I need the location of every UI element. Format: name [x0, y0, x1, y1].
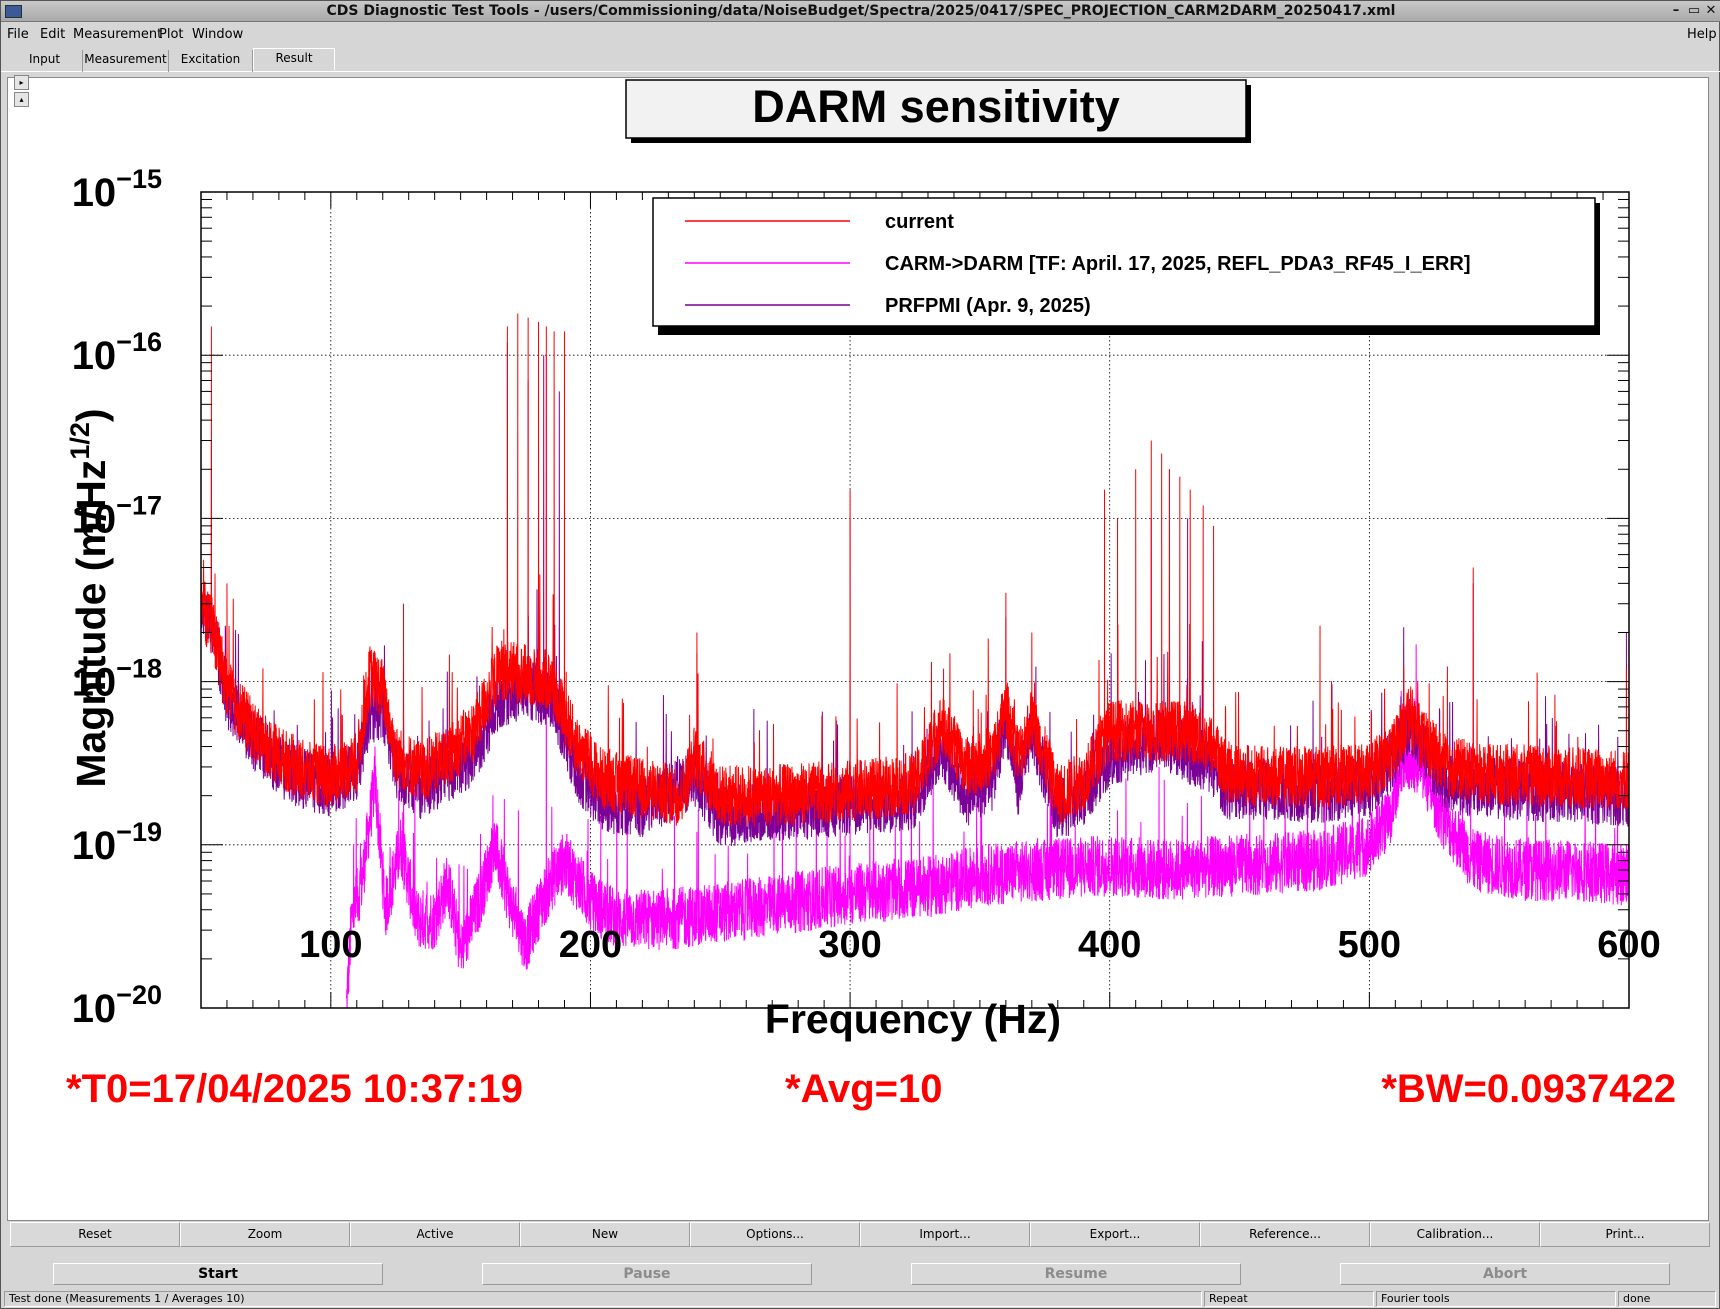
tab-result[interactable]: Result	[253, 48, 335, 70]
x-tick-label: 600	[1597, 924, 1660, 966]
legend-label-prfpmi: PRFPMI (Apr. 9, 2025)	[885, 295, 1091, 317]
status-tool: Fourier tools	[1376, 1291, 1616, 1307]
tab-measurement[interactable]: Measurement	[83, 50, 169, 72]
start-button[interactable]: Start	[53, 1263, 383, 1285]
y-axis-label: Magnitude (m/Hz1/2)	[65, 408, 114, 787]
x-tick-label: 100	[299, 924, 362, 966]
resume-button[interactable]: Resume	[911, 1263, 1241, 1285]
expand-up-button[interactable]: ▴	[14, 92, 29, 107]
abort-button[interactable]: Abort	[1340, 1263, 1670, 1285]
menu-help[interactable]: Help	[1687, 27, 1717, 42]
series-layer	[201, 313, 1629, 1008]
tab-excitation[interactable]: Excitation	[169, 50, 253, 72]
y-tick-label: 10−18	[72, 654, 162, 705]
minimize-button[interactable]: –	[1672, 3, 1680, 18]
status-bar: Test done (Measurements 1 / Averages 10)…	[1, 1290, 1720, 1309]
tab-bar: Input Measurement Excitation Result	[1, 48, 1720, 72]
y-tick-label: 10−17	[72, 490, 162, 541]
options-button[interactable]: Options...	[690, 1222, 860, 1247]
title-box	[625, 79, 1247, 139]
tab-input[interactable]: Input	[7, 50, 83, 72]
y-tick-label: 10−15	[72, 164, 162, 215]
legend-label-carm-darm: CARM->DARM [TF: April. 17, 2025, REFL_PD…	[885, 253, 1471, 275]
x-tick-label: 400	[1078, 924, 1141, 966]
new-button[interactable]: New	[520, 1222, 690, 1247]
y-axis-label-superscript: 1/2	[65, 422, 95, 460]
plot-button-row: Reset Zoom Active New Options... Import.…	[10, 1222, 1712, 1248]
plot-frame	[200, 191, 1630, 1009]
menu-plot[interactable]: Plot	[159, 27, 184, 42]
axis-ticks	[201, 192, 1629, 1009]
close-button[interactable]: ✕	[1705, 3, 1717, 18]
y-tick-label: 10−19	[72, 817, 162, 868]
y-tick-label: 10−20	[72, 980, 162, 1031]
avg-annotation: *Avg=10	[785, 1067, 943, 1111]
status-mode: Repeat	[1204, 1291, 1374, 1307]
x-tick-label: 500	[1338, 924, 1401, 966]
title-bar: CDS Diagnostic Test Tools - /users/Commi…	[1, 1, 1720, 22]
series-line	[201, 313, 1629, 827]
legend-label-current: current	[885, 211, 954, 233]
reference-button[interactable]: Reference...	[1200, 1222, 1370, 1247]
status-state: done	[1618, 1291, 1716, 1307]
menu-measurement[interactable]: Measurement	[73, 27, 163, 42]
import-button[interactable]: Import...	[860, 1222, 1030, 1247]
menu-file[interactable]: File	[7, 27, 29, 42]
expand-right-button[interactable]: ▸	[14, 75, 29, 90]
window-menu-icon[interactable]	[5, 5, 22, 18]
pause-button[interactable]: Pause	[482, 1263, 812, 1285]
status-message: Test done (Measurements 1 / Averages 10)	[4, 1291, 1202, 1307]
calibration-button[interactable]: Calibration...	[1370, 1222, 1540, 1247]
bw-annotation: *BW=0.0937422	[1381, 1067, 1676, 1111]
active-button[interactable]: Active	[350, 1222, 520, 1247]
print-button[interactable]: Print...	[1540, 1222, 1710, 1247]
measurement-controls: Start Pause Resume Abort	[1, 1263, 1720, 1287]
menu-edit[interactable]: Edit	[40, 27, 66, 42]
menu-bar: File Edit Measurement Plot Window Help	[1, 23, 1720, 47]
darm-sensitivity-chart[interactable]: DARM sensitivity current CARM->DARM [TF:…	[8, 78, 1708, 1220]
y-tick-label: 10−16	[72, 327, 162, 378]
menu-window[interactable]: Window	[192, 27, 244, 42]
export-button[interactable]: Export...	[1030, 1222, 1200, 1247]
t0-annotation: *T0=17/04/2025 10:37:19	[66, 1067, 523, 1111]
window-title: CDS Diagnostic Test Tools - /users/Commi…	[326, 3, 1396, 19]
plot-canvas[interactable]: DARM sensitivity current CARM->DARM [TF:…	[7, 77, 1709, 1221]
y-tick-labels: 10−15 10−16 10−17 10−18 10−19 10−20	[72, 164, 162, 1031]
maximize-button[interactable]: ▭	[1687, 3, 1701, 18]
chart-title: DARM sensitivity	[752, 81, 1120, 132]
x-axis-label: Frequency (Hz)	[765, 996, 1061, 1042]
x-tick-label: 200	[559, 924, 622, 966]
zoom-button[interactable]: Zoom	[180, 1222, 350, 1247]
reset-button[interactable]: Reset	[10, 1222, 180, 1247]
x-tick-label: 300	[818, 924, 881, 966]
y-axis-label-close: )	[68, 408, 114, 422]
x-tick-labels: 100 200 300 400 500 600	[299, 924, 1661, 966]
y-axis-label-main: Magnitude (m/Hz	[68, 460, 114, 788]
